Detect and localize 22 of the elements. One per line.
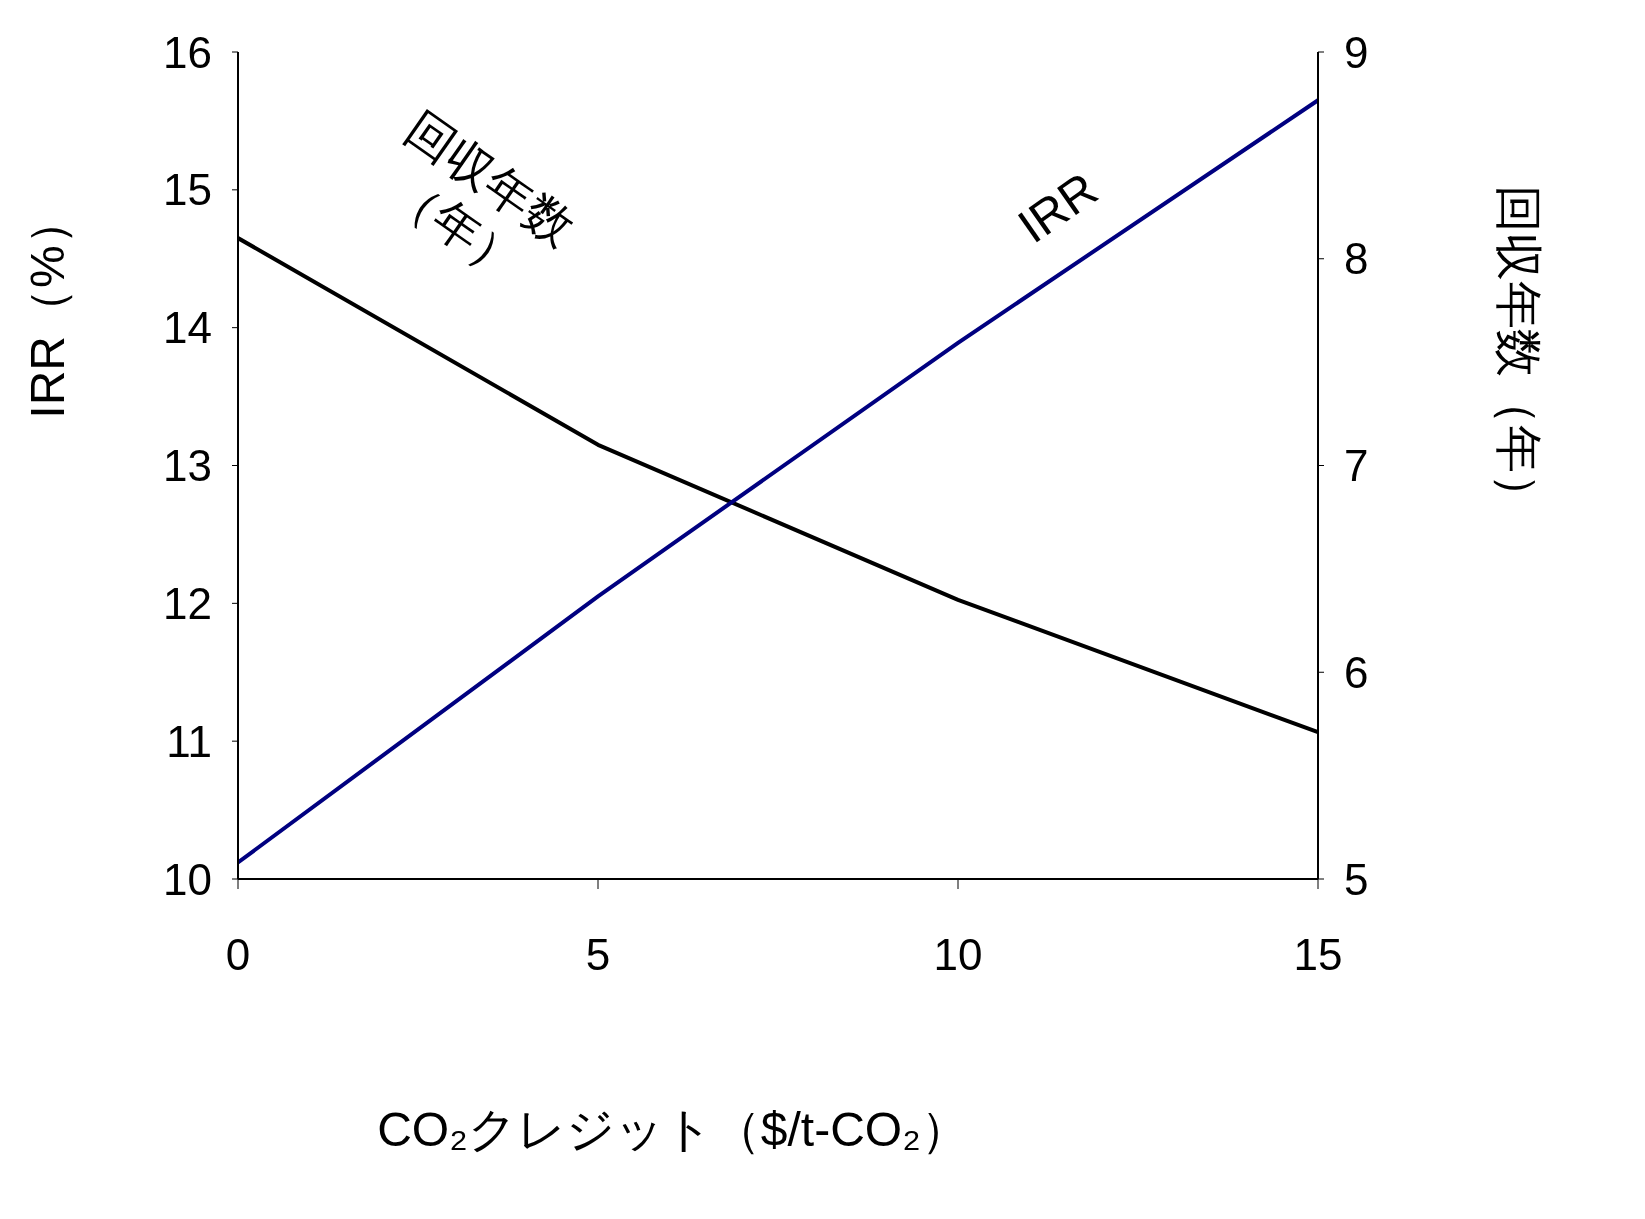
y2-axis-title: 回収年数（年） bbox=[1491, 185, 1546, 521]
y-axis-title: IRR（%） bbox=[20, 197, 75, 419]
x-axis-title: CO₂クレジット（$/t-CO₂） bbox=[376, 1102, 970, 1158]
y-tick-label: 16 bbox=[163, 27, 212, 77]
line-series bbox=[238, 98, 1318, 865]
text: IRR bbox=[1007, 161, 1108, 255]
y-tick-label: 11 bbox=[166, 716, 212, 766]
x-tick-label: 5 bbox=[585, 930, 611, 980]
y-tick-label: 13 bbox=[163, 441, 212, 491]
y2-tick-label: 6 bbox=[1344, 647, 1369, 697]
y-tick-label: 15 bbox=[163, 165, 212, 215]
y-tick-label: 10 bbox=[163, 854, 212, 904]
x-tick-label: 0 bbox=[225, 930, 251, 980]
text: 回収年数（年） bbox=[381, 101, 585, 292]
x-tick-label: 10 bbox=[933, 930, 983, 980]
y-tick-label: 14 bbox=[163, 303, 212, 353]
y-tick-label: 12 bbox=[163, 578, 212, 628]
y2-tick-label: 8 bbox=[1344, 234, 1369, 284]
y2-tick-label: 7 bbox=[1344, 441, 1369, 491]
x-tick-label: 15 bbox=[1293, 930, 1343, 980]
y2-tick-label: 9 bbox=[1344, 27, 1369, 77]
y2-tick-label: 5 bbox=[1344, 854, 1369, 904]
